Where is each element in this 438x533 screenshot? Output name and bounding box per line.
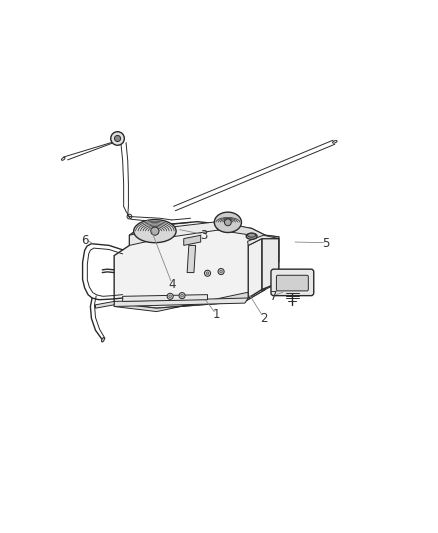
Circle shape bbox=[167, 293, 173, 300]
Circle shape bbox=[181, 294, 184, 297]
FancyBboxPatch shape bbox=[271, 269, 314, 296]
Text: 7: 7 bbox=[270, 290, 277, 303]
Polygon shape bbox=[262, 239, 279, 289]
Circle shape bbox=[206, 272, 209, 274]
Polygon shape bbox=[95, 302, 114, 308]
Text: 6: 6 bbox=[81, 234, 89, 247]
Text: 2: 2 bbox=[260, 312, 267, 325]
Polygon shape bbox=[247, 235, 279, 245]
Circle shape bbox=[111, 132, 124, 146]
Circle shape bbox=[220, 270, 223, 273]
Text: 4: 4 bbox=[168, 278, 176, 291]
Polygon shape bbox=[160, 222, 218, 239]
Circle shape bbox=[169, 295, 172, 297]
Circle shape bbox=[218, 269, 224, 274]
Ellipse shape bbox=[246, 233, 257, 239]
Polygon shape bbox=[130, 229, 160, 245]
Ellipse shape bbox=[102, 337, 104, 342]
Polygon shape bbox=[114, 298, 248, 306]
Circle shape bbox=[179, 293, 185, 298]
Circle shape bbox=[224, 219, 231, 225]
Ellipse shape bbox=[247, 233, 256, 237]
Polygon shape bbox=[248, 239, 262, 298]
Polygon shape bbox=[123, 295, 208, 302]
Text: 1: 1 bbox=[212, 309, 220, 321]
Polygon shape bbox=[184, 235, 201, 245]
Polygon shape bbox=[114, 289, 265, 312]
Ellipse shape bbox=[214, 212, 241, 232]
Polygon shape bbox=[187, 245, 196, 272]
FancyBboxPatch shape bbox=[276, 275, 308, 291]
Circle shape bbox=[114, 135, 120, 142]
Text: 5: 5 bbox=[323, 237, 330, 250]
Ellipse shape bbox=[134, 220, 176, 243]
Polygon shape bbox=[114, 222, 279, 308]
Polygon shape bbox=[265, 235, 279, 289]
Circle shape bbox=[205, 270, 211, 276]
Text: 3: 3 bbox=[201, 229, 208, 242]
Polygon shape bbox=[218, 222, 265, 242]
Circle shape bbox=[151, 227, 159, 235]
